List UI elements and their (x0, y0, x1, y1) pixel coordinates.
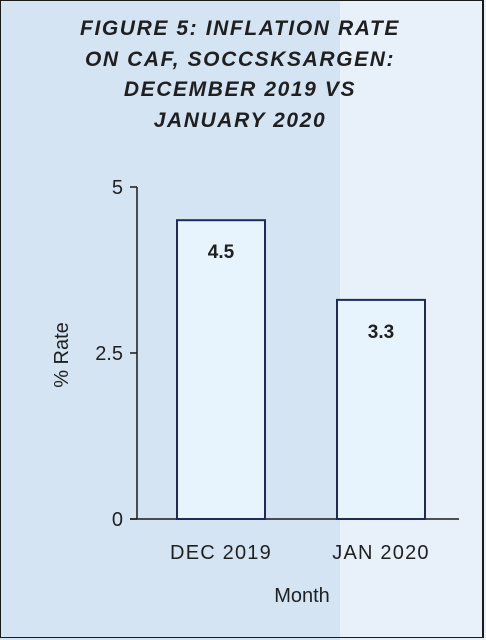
bar-dec-2019 (176, 219, 266, 520)
y-tick-label: 5 (112, 177, 123, 199)
x-axis-title: Month (274, 585, 330, 607)
chart-background-panel (0, 0, 340, 640)
data-label: 3.3 (368, 322, 394, 343)
bars-group: 4.5 3.3 (176, 219, 426, 520)
x-tick-label: DEC 2019 (170, 542, 272, 564)
chart-title-line-1: FIGURE 5: INFLATION RATE (80, 17, 400, 40)
y-tick-label: 2.5 (95, 343, 123, 365)
x-tick-label: JAN 2020 (332, 542, 429, 564)
x-axis-tick-labels: DEC 2019 JAN 2020 (170, 542, 429, 564)
chart-title-line-2: ON CAF, SOCCSKSARGEN: (84, 47, 396, 71)
chart-title-line-3: DECEMBER 2019 VS (123, 78, 357, 101)
chart-title: FIGURE 5: INFLATION RATE ON CAF, SOCCSKS… (30, 14, 450, 136)
data-label: 4.5 (208, 242, 235, 263)
y-tick-label: 0 (112, 509, 123, 531)
bar-jan-2020 (336, 298, 426, 520)
chart-title-line-4: JANUARY 2020 (153, 108, 327, 132)
y-axis-title: % Rate (51, 322, 73, 388)
y-axis-ticks: 02.55 (95, 177, 137, 531)
